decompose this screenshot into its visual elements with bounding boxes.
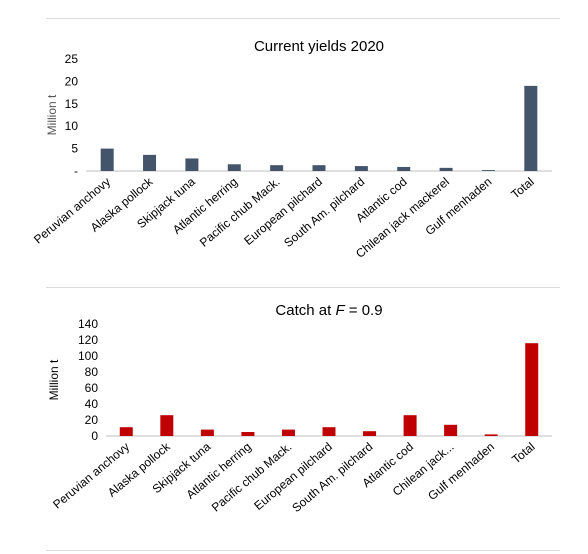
category-label: Total — [509, 440, 537, 467]
y-tick-label: 100 — [78, 349, 98, 363]
y-axis-label: Million t — [47, 359, 61, 400]
bar — [241, 432, 255, 436]
y-tick-label: 60 — [85, 381, 99, 395]
y-tick-label: 80 — [85, 365, 99, 379]
y-tick-label: 10 — [65, 119, 79, 133]
chart-panel-catch: Catch at F = 0.9 Million t 0 20 40 60 80 100 120… — [46, 287, 560, 551]
bar — [524, 85, 538, 171]
bar — [439, 167, 453, 171]
y-tick-label: 5 — [71, 142, 78, 156]
bar — [100, 148, 114, 171]
y-tick-label: 40 — [85, 397, 99, 411]
catch-chart: Catch at F = 0.9 Million t 0 20 40 60 80 100 120… — [47, 302, 552, 515]
bar — [200, 429, 214, 436]
chart-title: Catch at F = 0.9 — [275, 302, 382, 319]
bar — [444, 424, 458, 436]
y-axis-label: Million t — [45, 94, 59, 135]
bar — [525, 343, 539, 436]
y-tick-label: 140 — [78, 317, 98, 331]
bar — [227, 164, 241, 171]
y-tick-label: 15 — [65, 97, 79, 111]
bar — [143, 154, 157, 171]
bar — [270, 165, 284, 171]
y-tick-label: 120 — [78, 333, 98, 347]
chart-title: Current yields 2020 — [254, 38, 384, 55]
bar — [403, 415, 417, 436]
bar — [397, 166, 411, 171]
bar — [481, 170, 495, 171]
y-tick-label: 25 — [65, 52, 79, 66]
current-yields-chart: Current yields 2020 Million t - 5 10 15 20 25 Pe… — [31, 38, 552, 261]
category-label: Total — [508, 175, 536, 202]
bar — [354, 166, 368, 171]
y-tick-label: 20 — [85, 413, 99, 427]
bar — [119, 427, 133, 436]
bar — [484, 434, 498, 436]
bar — [312, 165, 326, 171]
bar — [322, 427, 336, 436]
y-tick-label: 0 — [91, 429, 98, 443]
category-label: Peruvian anchovy — [31, 175, 113, 247]
bar — [281, 429, 295, 436]
bar — [185, 158, 199, 171]
chart-panel-current-yields: Current yields 2020 Million t - 5 10 15 20 25 Pe… — [31, 18, 560, 281]
y-tick-label: 20 — [65, 74, 79, 88]
bar — [363, 431, 377, 436]
y-tick-label: - — [74, 164, 78, 178]
bar — [160, 415, 174, 436]
